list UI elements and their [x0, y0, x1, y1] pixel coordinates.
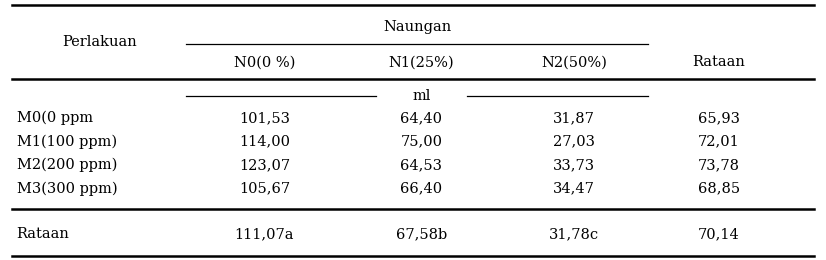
Text: N0(0 %): N0(0 %) [234, 55, 295, 69]
Text: 64,40: 64,40 [401, 111, 442, 125]
Text: 70,14: 70,14 [698, 227, 739, 241]
Text: 101,53: 101,53 [239, 111, 290, 125]
Text: 64,53: 64,53 [401, 158, 442, 172]
Text: 105,67: 105,67 [239, 181, 290, 196]
Text: 66,40: 66,40 [401, 181, 442, 196]
Text: 65,93: 65,93 [698, 111, 739, 125]
Text: 27,03: 27,03 [553, 135, 595, 149]
Text: 67,58b: 67,58b [396, 227, 447, 241]
Text: M0(0 ppm: M0(0 ppm [17, 111, 93, 126]
Text: 111,07a: 111,07a [235, 227, 294, 241]
Text: 33,73: 33,73 [553, 158, 595, 172]
Text: Perlakuan: Perlakuan [62, 35, 136, 49]
Text: 31,78c: 31,78c [549, 227, 599, 241]
Text: 31,87: 31,87 [553, 111, 595, 125]
Text: M1(100 ppm): M1(100 ppm) [17, 134, 116, 149]
Text: M3(300 ppm): M3(300 ppm) [17, 181, 117, 196]
Text: 114,00: 114,00 [239, 135, 290, 149]
Text: 73,78: 73,78 [698, 158, 739, 172]
Text: 72,01: 72,01 [698, 135, 739, 149]
Text: 68,85: 68,85 [698, 181, 739, 196]
Text: 34,47: 34,47 [553, 181, 595, 196]
Text: Naungan: Naungan [383, 20, 451, 34]
Text: 123,07: 123,07 [239, 158, 290, 172]
Text: Rataan: Rataan [692, 55, 745, 69]
Text: ml: ml [412, 89, 430, 103]
Text: Rataan: Rataan [17, 227, 69, 241]
Text: 75,00: 75,00 [401, 135, 442, 149]
Text: N2(50%): N2(50%) [541, 55, 607, 69]
Text: N1(25%): N1(25%) [388, 55, 454, 69]
Text: M2(200 ppm): M2(200 ppm) [17, 158, 117, 172]
